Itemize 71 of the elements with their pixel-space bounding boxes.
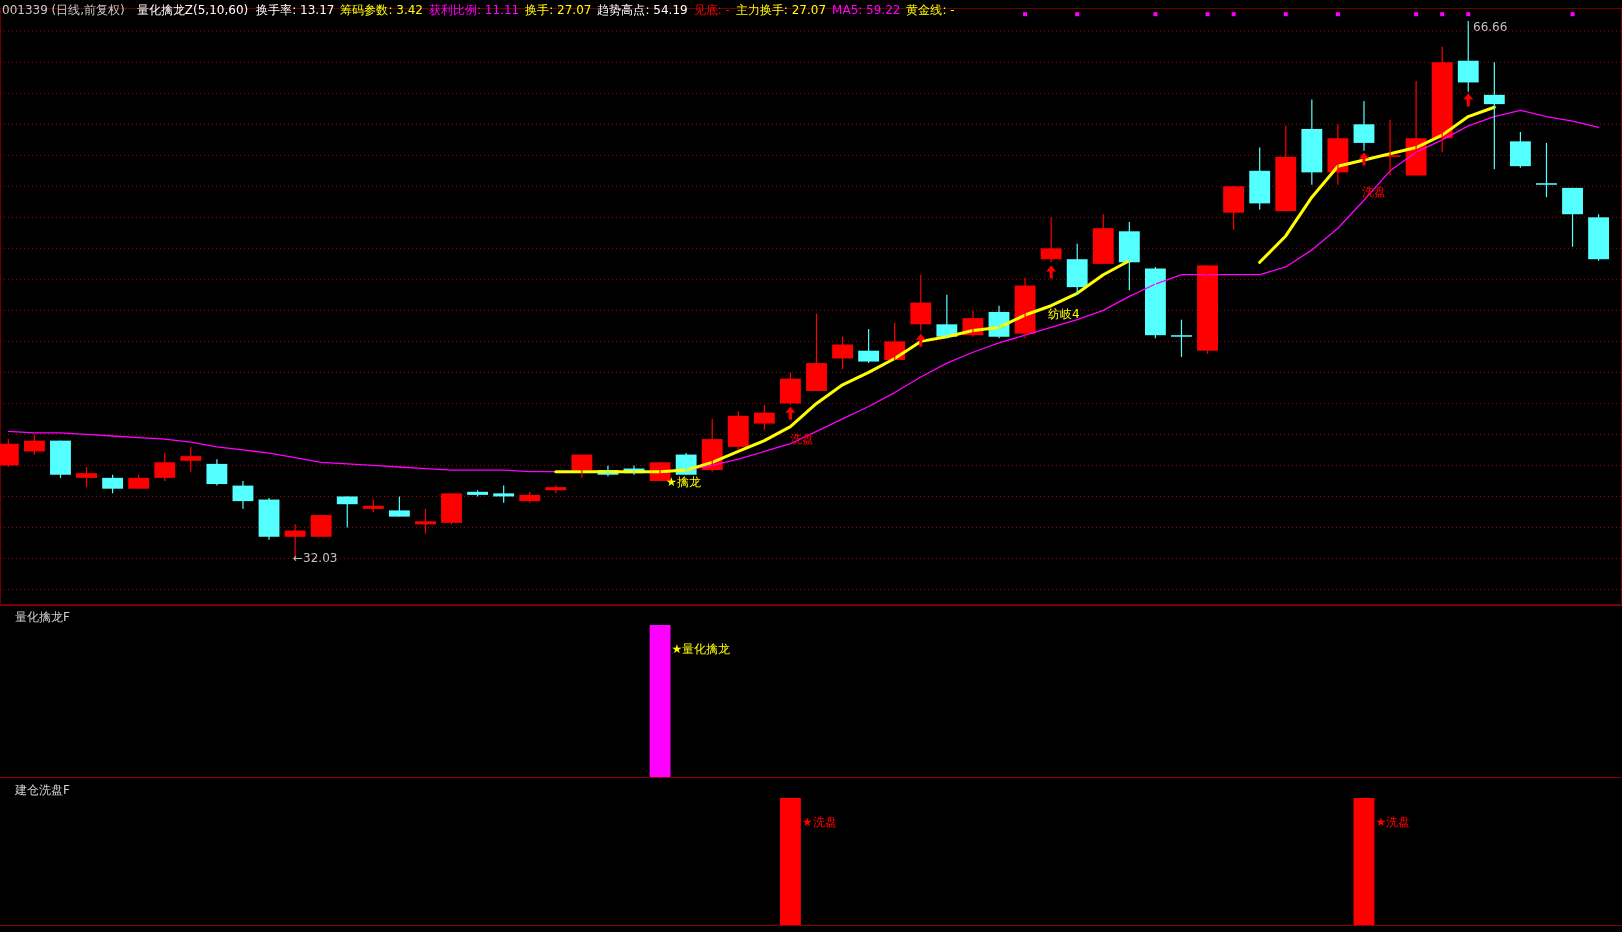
candlestick (1066, 243, 1088, 296)
annotation: 筹码参数: 3.42 (340, 3, 423, 17)
candlestick (76, 466, 97, 488)
candlestick (1197, 264, 1218, 355)
chart-title: 量化擒龙F (15, 610, 70, 624)
candlestick (1536, 142, 1557, 198)
candlestick (1171, 319, 1192, 358)
annotation: 黄金线: - (906, 3, 955, 17)
point (1463, 93, 1474, 107)
annotation: MA5: 59.22 (832, 3, 901, 17)
candlestick (1562, 187, 1583, 248)
annotation: ★量化擒龙 (671, 642, 731, 656)
candlestick (336, 495, 358, 529)
candlestick (832, 336, 853, 370)
point (1466, 12, 1471, 17)
candlestick (753, 404, 775, 431)
candlestick (780, 371, 801, 406)
candlestick (858, 328, 880, 364)
candlestick (1301, 98, 1323, 186)
point (915, 333, 926, 347)
candlestick (1249, 146, 1271, 211)
candlestick (1092, 213, 1114, 265)
candlestick (1509, 131, 1531, 169)
chart-title: 量化擒龙Z(5,10,60) (136, 3, 249, 17)
annotation: ★擒龙 (666, 475, 701, 489)
chart-subtitle: 001339 (日线,前复权) (2, 3, 125, 17)
candlestick (1144, 266, 1166, 339)
annotation: ★洗盘 (1375, 815, 1411, 829)
candlestick (910, 274, 932, 332)
candlestick (102, 474, 124, 494)
annotation: ←32.03 (293, 551, 338, 565)
candlestick (415, 508, 436, 535)
point (1414, 12, 1419, 17)
annotation: 纺岐4 (1048, 307, 1080, 321)
candlestick (1483, 61, 1505, 170)
annotation: 66.66 (1473, 20, 1508, 34)
point (1570, 12, 1575, 17)
point (1231, 12, 1236, 17)
point (1335, 12, 1340, 17)
annotation: 换手率: 13.17 (256, 3, 335, 17)
annotation: 见底: - (693, 3, 730, 17)
candlestick (727, 410, 749, 451)
candlestick (206, 458, 228, 487)
point (1440, 12, 1445, 17)
candlestick (388, 495, 410, 518)
annotation: 获利比例: 11.11 (429, 3, 520, 17)
point (1205, 12, 1210, 17)
point (1023, 12, 1028, 17)
point (1153, 12, 1158, 17)
candlestick (1118, 221, 1140, 291)
annotation: 换手: 27.07 (525, 3, 592, 17)
candlestick (50, 440, 71, 479)
candlestick (154, 452, 176, 482)
point (785, 406, 796, 420)
candlestick (1275, 125, 1297, 212)
candlestick (1588, 213, 1610, 262)
candlestick (1040, 216, 1062, 263)
candlestick (441, 492, 462, 525)
candlestick (1223, 185, 1245, 231)
candlestick (310, 514, 332, 538)
candlestick (180, 446, 202, 473)
annotation: 主力换手: 27.07 (735, 3, 827, 17)
annotation: 趋势高点: 54.19 (597, 3, 688, 17)
point (1075, 12, 1080, 17)
candlestick (1431, 46, 1453, 153)
annotation: ★洗盘 (801, 815, 837, 829)
chart-title: 建仓洗盘F (14, 783, 70, 797)
point (1046, 265, 1057, 279)
candlestick (806, 312, 827, 392)
point (1358, 152, 1369, 166)
point (1283, 12, 1288, 17)
